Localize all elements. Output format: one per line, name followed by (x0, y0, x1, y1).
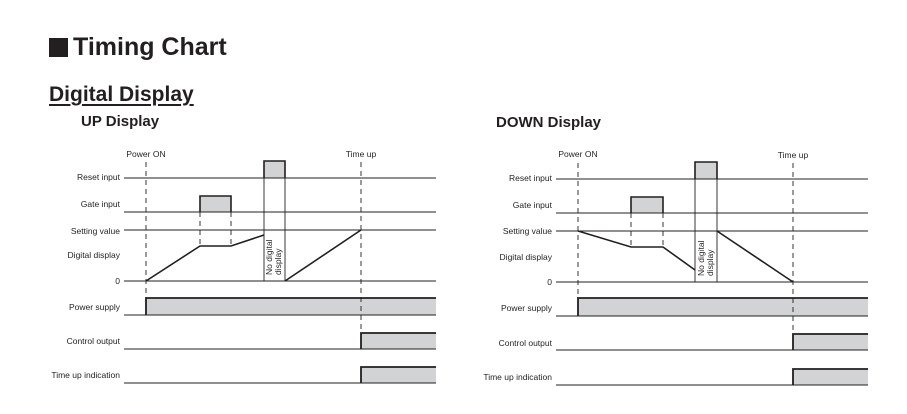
gate-input-signal (630, 196, 664, 213)
setting-value-label: Setting value (503, 226, 552, 236)
control-output-level (361, 333, 436, 349)
reset-input-pulse (264, 161, 285, 178)
time-up-indication-label: Time up indication (483, 372, 552, 382)
square-bullet-icon (49, 38, 68, 57)
power-supply-level (578, 298, 868, 316)
control-output-level (793, 334, 868, 350)
control-output-label: Control output (67, 336, 121, 346)
gate-input-pulse (200, 196, 231, 212)
control-output-label: Control output (499, 338, 553, 348)
setting-value-label: Setting value (71, 226, 120, 236)
no-digital-display-note-line1: No digital (264, 239, 274, 275)
gate-input-label: Gate input (81, 199, 121, 209)
time-up-indication-signal (792, 368, 868, 385)
gate-input-signal (199, 195, 232, 212)
time-up-marker-label: Time up (778, 150, 809, 160)
no-digital-display-note-line2: display (273, 248, 283, 275)
power-on-marker-label: Power ON (558, 149, 597, 159)
power-supply-label: Power supply (69, 302, 121, 312)
digital-display-count-down-2 (716, 230, 794, 283)
power-on-marker-label: Power ON (126, 149, 165, 159)
up-display-title: UP Display (81, 113, 160, 130)
no-digital-display-note-line1: No digital (696, 240, 706, 276)
digital-display-label: Digital display (68, 250, 121, 260)
gate-input-pulse (631, 197, 663, 213)
digital-display-count-up-1 (145, 234, 265, 282)
no-digital-display-note-line2: display (705, 249, 715, 276)
time-up-indication-label: Time up indication (51, 370, 120, 380)
reset-input-label: Reset input (77, 172, 121, 182)
digital-display-count-down-1 (577, 230, 696, 271)
time-up-indication-level (361, 367, 436, 383)
page-title: Timing Chart (49, 33, 227, 62)
reset-input-pulse (695, 162, 717, 179)
time-up-indication-level (793, 369, 868, 385)
power-supply-level (146, 298, 436, 315)
zero-label: 0 (115, 276, 120, 286)
reset-input-label: Reset input (509, 173, 553, 183)
digital-display-label: Digital display (500, 252, 553, 262)
down-display-title: DOWN Display (496, 114, 602, 131)
power-supply-label: Power supply (501, 303, 553, 313)
reset-input-signal (694, 161, 718, 179)
time-up-marker-label: Time up (346, 149, 377, 159)
power-supply-signal (577, 297, 868, 316)
section-title: Digital Display (49, 83, 194, 106)
control-output-signal (360, 332, 436, 349)
zero-label: 0 (547, 277, 552, 287)
time-up-indication-signal (360, 366, 436, 383)
page-title-text: Timing Chart (73, 33, 227, 61)
up-display-panel: Power ON Time up Reset input Gate input … (51, 149, 436, 384)
digital-display-count-up-2 (284, 229, 362, 282)
down-display-panel: Power ON Time up Reset input Gate input … (483, 149, 868, 386)
control-output-signal (792, 333, 868, 350)
gate-input-label: Gate input (513, 200, 553, 210)
reset-input-signal (263, 160, 286, 178)
